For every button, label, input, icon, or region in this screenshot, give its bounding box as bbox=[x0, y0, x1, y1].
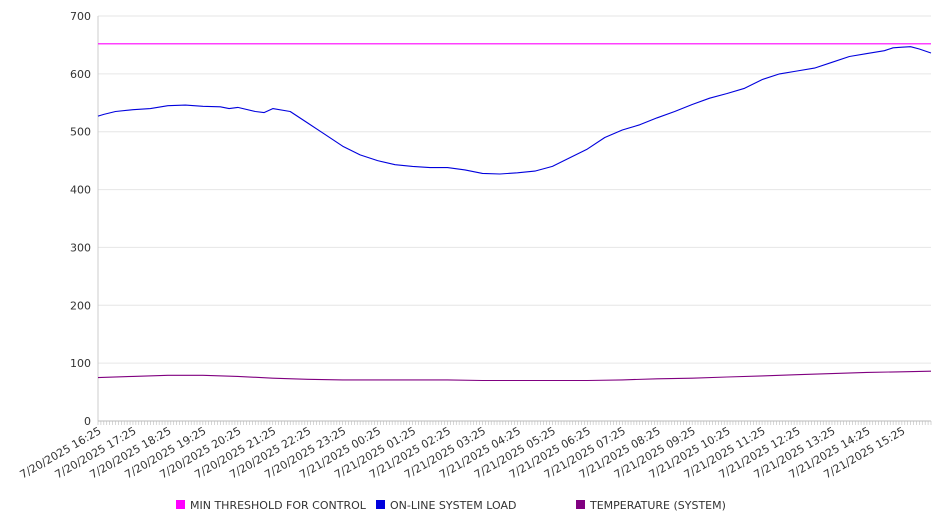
legend-swatch bbox=[176, 500, 185, 509]
axes bbox=[97, 16, 932, 425]
y-tick-label: 300 bbox=[70, 241, 91, 254]
y-tick-label: 200 bbox=[70, 299, 91, 312]
legend-label: MIN THRESHOLD FOR CONTROL bbox=[190, 499, 367, 512]
grid-lines bbox=[98, 15, 931, 364]
legend-swatch bbox=[576, 500, 585, 509]
y-tick-label: 0 bbox=[84, 415, 91, 428]
y-tick-label: 400 bbox=[70, 184, 91, 197]
y-tick-label: 600 bbox=[70, 68, 91, 81]
y-tick-label: 100 bbox=[70, 357, 91, 370]
y-tick-labels: 0 100 200 300 400 500 600 700 bbox=[70, 10, 91, 428]
series-line-on-line-system-load bbox=[97, 46, 932, 175]
legend-label: TEMPERATURE (SYSTEM) bbox=[589, 499, 726, 512]
series-line-temperature-system bbox=[97, 370, 932, 382]
x-tick-labels: 7/20/2025 16:257/20/2025 17:257/20/2025 … bbox=[18, 424, 908, 481]
legend-label: ON-LINE SYSTEM LOAD bbox=[390, 499, 516, 512]
series-lines bbox=[97, 43, 932, 382]
y-tick-label: 700 bbox=[70, 10, 91, 23]
y-tick-label: 500 bbox=[70, 126, 91, 139]
legend-swatch bbox=[376, 500, 385, 509]
legend: MIN THRESHOLD FOR CONTROL ON-LINE SYSTEM … bbox=[176, 499, 726, 512]
